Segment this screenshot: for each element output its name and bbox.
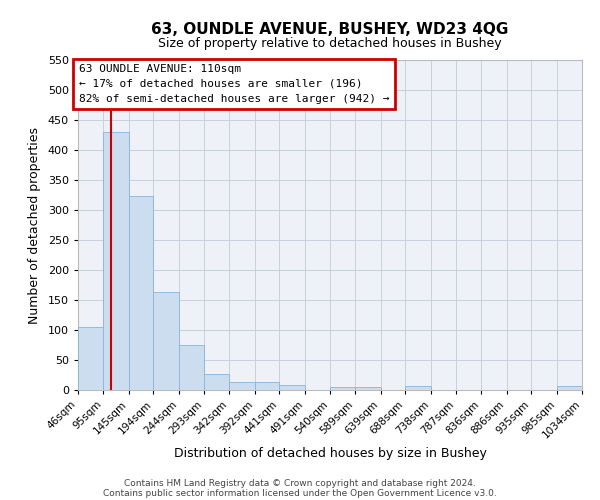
Bar <box>330 387 355 390</box>
Text: Contains HM Land Registry data © Crown copyright and database right 2024.: Contains HM Land Registry data © Crown c… <box>124 478 476 488</box>
Bar <box>280 384 305 390</box>
Text: Size of property relative to detached houses in Bushey: Size of property relative to detached ho… <box>158 38 502 51</box>
Bar <box>128 196 154 390</box>
Bar <box>254 382 280 390</box>
Bar <box>406 386 431 390</box>
Bar <box>204 374 229 390</box>
X-axis label: Distribution of detached houses by size in Bushey: Distribution of detached houses by size … <box>173 448 487 460</box>
Bar <box>78 327 103 390</box>
Text: Contains public sector information licensed under the Open Government Licence v3: Contains public sector information licen… <box>103 488 497 498</box>
Bar <box>154 292 179 390</box>
Y-axis label: Number of detached properties: Number of detached properties <box>28 126 41 324</box>
Bar <box>229 382 254 390</box>
Bar <box>557 386 582 390</box>
Bar <box>355 387 380 390</box>
Text: 63 OUNDLE AVENUE: 110sqm
← 17% of detached houses are smaller (196)
82% of semi-: 63 OUNDLE AVENUE: 110sqm ← 17% of detach… <box>79 64 389 104</box>
Bar <box>179 345 204 390</box>
Text: 63, OUNDLE AVENUE, BUSHEY, WD23 4QG: 63, OUNDLE AVENUE, BUSHEY, WD23 4QG <box>151 22 509 38</box>
Bar <box>103 132 128 390</box>
